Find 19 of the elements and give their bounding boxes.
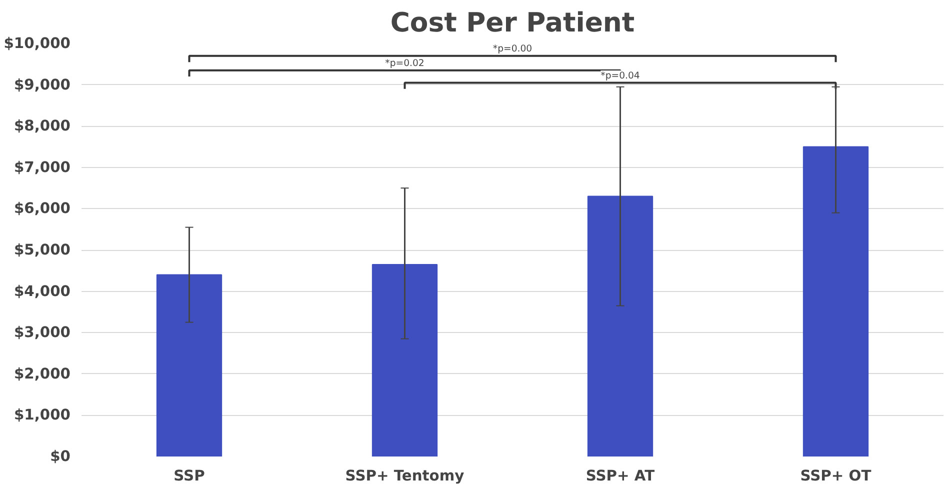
y-tick-label: $8,000 [14, 118, 71, 135]
y-tick-label: $10,000 [4, 35, 71, 52]
y-tick-label: $5,000 [14, 242, 71, 258]
annotation: *p=0.00 [492, 44, 532, 55]
y-tick-label: $2,000 [14, 365, 71, 382]
y-tick-label: $1,000 [14, 406, 71, 424]
y-tick-label: $6,000 [14, 200, 71, 218]
y-tick-label: $0 [50, 448, 71, 465]
annotation: *p=0.04 [600, 70, 640, 82]
y-tick-label: $9,000 [14, 76, 71, 94]
y-tick-label: $3,000 [14, 324, 71, 342]
x-tick-label: SSP [174, 468, 206, 484]
annotation: *p=0.02 [385, 58, 424, 70]
chart-title: Cost Per Patient [390, 8, 635, 38]
y-tick-label: $7,000 [14, 158, 71, 176]
y-tick-label: $4,000 [14, 282, 71, 300]
x-tick-label: SSP+ OT [800, 468, 872, 484]
x-tick-label: SSP+ Tentomy [345, 468, 465, 484]
x-tick-label: SSP+ AT [586, 468, 655, 484]
